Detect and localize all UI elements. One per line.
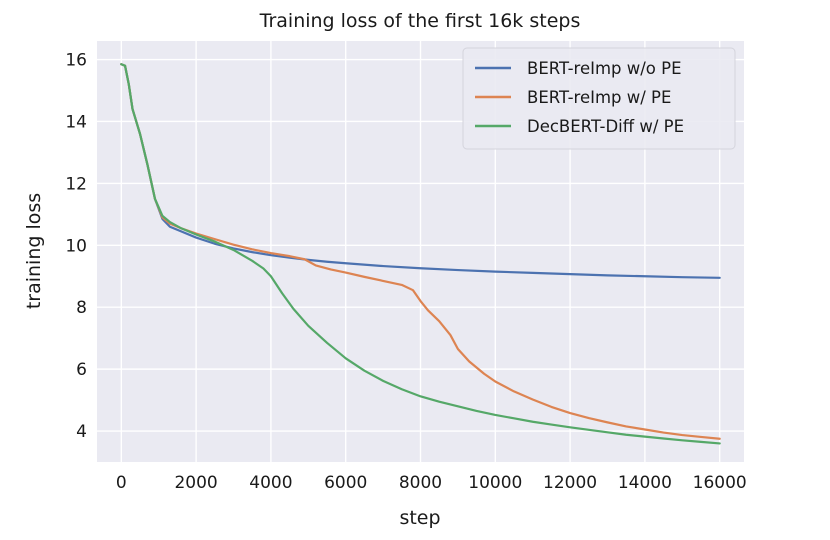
x-tick-label: 16000 xyxy=(693,473,747,493)
x-tick-label: 14000 xyxy=(618,473,672,493)
x-tick-label: 4000 xyxy=(249,473,292,493)
y-tick-label: 10 xyxy=(65,236,87,256)
x-tick-label: 6000 xyxy=(324,473,367,493)
series-line-1 xyxy=(120,63,721,440)
y-tick-label: 8 xyxy=(76,298,87,318)
y-tick-label: 4 xyxy=(76,422,87,442)
y-tick-label: 12 xyxy=(65,174,87,194)
y-tick-label: 6 xyxy=(76,360,87,380)
legend-label: BERT-reImp w/o PE xyxy=(527,59,682,78)
chart-title: Training loss of the first 16k steps xyxy=(259,10,581,32)
y-tick-label: 14 xyxy=(65,112,87,132)
series-layer xyxy=(120,63,721,445)
y-tick-label: 16 xyxy=(65,51,87,71)
x-axis-label: step xyxy=(399,507,440,529)
x-tick-label: 8000 xyxy=(399,473,442,493)
series-line-2 xyxy=(120,63,721,445)
legend: BERT-reImp w/o PE BERT-reImp w/ PE DecBERT… xyxy=(462,47,736,150)
x-tick-label: 2000 xyxy=(174,473,217,493)
legend-box xyxy=(462,47,736,150)
x-tick-label: 10000 xyxy=(468,473,522,493)
legend-label: BERT-reImp w/ PE xyxy=(527,88,671,107)
x-tick-label: 12000 xyxy=(543,473,597,493)
x-tick-label: 0 xyxy=(116,473,127,493)
y-tick-labels: 4 6 8 10 12 14 16 xyxy=(65,51,87,442)
y-axis-label: training loss xyxy=(23,193,45,309)
x-tick-labels: 0 2000 4000 6000 8000 10000 12000 14000 16000 xyxy=(116,473,747,493)
legend-label: DecBERT-Diff w/ PE xyxy=(527,117,684,136)
